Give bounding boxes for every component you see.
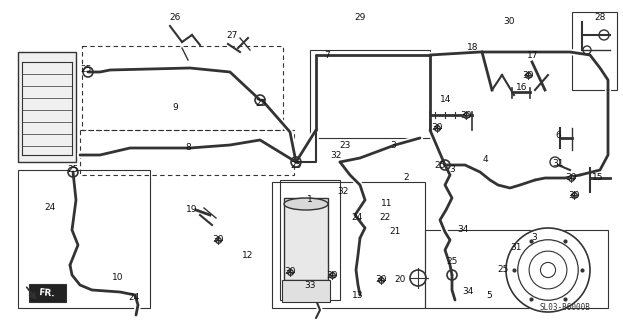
Text: 34: 34	[462, 287, 473, 297]
Text: 5: 5	[486, 291, 492, 300]
Text: 31: 31	[510, 244, 521, 252]
Text: 14: 14	[440, 95, 452, 105]
Text: 30: 30	[568, 190, 580, 199]
Text: 18: 18	[467, 43, 478, 52]
Bar	[310, 50, 430, 138]
Text: 34: 34	[457, 226, 468, 235]
Text: 3: 3	[531, 234, 537, 243]
Text: SL03-B6000B: SL03-B6000B	[539, 303, 590, 313]
Text: 23: 23	[340, 140, 351, 149]
Text: 30: 30	[522, 70, 534, 79]
Bar	[272, 182, 425, 308]
Text: 10: 10	[112, 274, 124, 283]
Text: 32: 32	[337, 188, 349, 196]
Text: 30: 30	[565, 173, 577, 182]
Bar	[18, 170, 150, 308]
Text: 25: 25	[67, 165, 78, 174]
Bar	[80, 130, 294, 175]
Text: 24: 24	[128, 293, 140, 302]
Text: 30: 30	[284, 268, 296, 276]
Text: FR.: FR.	[39, 288, 55, 298]
Text: 25: 25	[255, 99, 267, 108]
Text: 32: 32	[330, 150, 341, 159]
Text: 2: 2	[403, 173, 409, 182]
Text: 25: 25	[290, 161, 302, 170]
Bar	[282, 280, 330, 302]
Text: 30: 30	[212, 236, 224, 244]
Text: 1: 1	[307, 196, 313, 204]
Bar	[425, 230, 608, 308]
Text: 16: 16	[516, 84, 528, 92]
Bar	[280, 180, 340, 300]
Text: 28: 28	[594, 13, 606, 22]
Text: 30: 30	[431, 124, 443, 132]
Text: 27: 27	[226, 30, 238, 39]
Text: 6: 6	[555, 131, 561, 140]
Bar	[284, 198, 328, 280]
Circle shape	[506, 228, 590, 312]
Text: 25: 25	[446, 258, 458, 267]
Text: 24: 24	[351, 213, 363, 222]
Text: 30: 30	[326, 270, 338, 279]
Text: 3: 3	[390, 140, 396, 149]
Text: 25: 25	[80, 66, 92, 75]
Text: 20: 20	[394, 276, 406, 284]
FancyBboxPatch shape	[29, 284, 66, 302]
Text: 7: 7	[324, 51, 330, 60]
Text: 19: 19	[186, 205, 197, 214]
Text: 17: 17	[527, 51, 539, 60]
Text: 9: 9	[172, 103, 178, 113]
Text: 31: 31	[552, 158, 564, 167]
Bar	[572, 12, 617, 90]
Text: 13: 13	[352, 291, 364, 300]
Text: 22: 22	[379, 213, 391, 222]
Text: 33: 33	[304, 281, 316, 290]
Text: 30: 30	[460, 110, 472, 119]
Text: 15: 15	[592, 173, 604, 182]
Text: 8: 8	[185, 143, 191, 153]
Text: 26: 26	[169, 13, 181, 22]
Text: 30: 30	[375, 276, 387, 284]
Text: 3: 3	[449, 165, 455, 174]
Text: 12: 12	[242, 251, 254, 260]
Text: 11: 11	[381, 198, 392, 207]
Text: 4: 4	[482, 156, 488, 164]
Text: 24: 24	[44, 204, 55, 212]
Text: 25: 25	[434, 161, 445, 170]
Text: 30: 30	[503, 18, 515, 27]
Text: 25: 25	[497, 266, 509, 275]
Bar	[82, 46, 283, 130]
Ellipse shape	[284, 198, 328, 210]
Bar	[18, 52, 76, 162]
Text: 21: 21	[389, 228, 401, 236]
Text: 29: 29	[354, 13, 366, 22]
